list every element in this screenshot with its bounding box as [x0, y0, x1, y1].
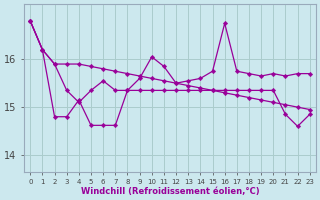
X-axis label: Windchill (Refroidissement éolien,°C): Windchill (Refroidissement éolien,°C) — [81, 187, 259, 196]
